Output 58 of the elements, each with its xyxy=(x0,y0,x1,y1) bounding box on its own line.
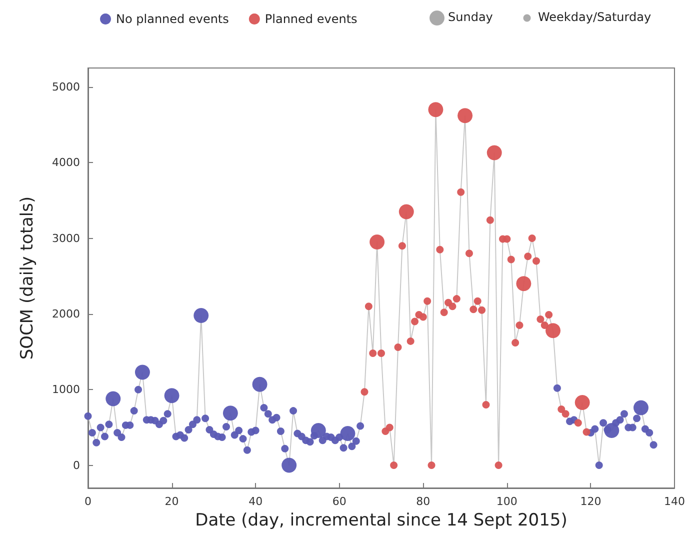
point xyxy=(369,350,377,358)
point xyxy=(507,256,515,264)
y-tick-label: 3000 xyxy=(52,232,80,245)
x-tick-label: 0 xyxy=(84,495,92,508)
point xyxy=(457,188,465,196)
y-tick-label: 1000 xyxy=(52,383,80,396)
point xyxy=(524,252,532,260)
point xyxy=(582,428,590,436)
point xyxy=(574,419,582,427)
legend-label: Planned events xyxy=(264,12,358,26)
x-tick-label: 40 xyxy=(248,495,263,508)
y-tick-label: 4000 xyxy=(52,156,80,170)
point xyxy=(532,257,540,265)
point xyxy=(558,406,566,414)
point xyxy=(390,462,398,470)
point xyxy=(448,302,456,310)
point xyxy=(436,246,444,254)
point xyxy=(512,338,520,346)
point xyxy=(482,401,490,409)
point xyxy=(424,297,432,305)
point xyxy=(536,315,544,323)
point xyxy=(503,235,511,243)
point xyxy=(528,234,536,242)
point xyxy=(398,242,406,250)
point xyxy=(360,388,368,396)
point xyxy=(494,462,502,470)
point xyxy=(474,297,482,305)
x-tick-label: 120 xyxy=(580,495,602,508)
point xyxy=(411,318,419,326)
point xyxy=(419,313,427,321)
point xyxy=(545,310,553,318)
point xyxy=(516,322,524,330)
legend-label: No planned events xyxy=(116,12,229,26)
point xyxy=(364,302,372,310)
point xyxy=(465,250,473,258)
point xyxy=(406,337,414,345)
point xyxy=(394,343,402,351)
y-tick-label: 0 xyxy=(73,458,80,472)
point xyxy=(428,462,436,470)
y-axis-title: SOCM (daily totals) xyxy=(18,196,38,360)
point xyxy=(470,306,478,314)
y-tick-label: 5000 xyxy=(52,80,80,94)
x-tick-label: 60 xyxy=(332,495,346,508)
x-tick-label: 20 xyxy=(164,495,179,508)
legend-label: Weekday/Saturday xyxy=(538,10,652,24)
point xyxy=(478,306,486,314)
legend-label: Sunday xyxy=(448,10,493,24)
x-tick-label: 80 xyxy=(416,495,430,508)
point xyxy=(378,350,385,358)
x-tick-label: 100 xyxy=(496,495,518,508)
y-tick-label: 2000 xyxy=(52,307,80,320)
point xyxy=(486,216,494,224)
point xyxy=(386,424,394,432)
point xyxy=(440,308,448,316)
x-axis-title: Date (day, incremental since 14 Sept 2015) xyxy=(195,510,568,530)
x-tick-label: 140 xyxy=(664,495,685,508)
point xyxy=(452,295,460,303)
point xyxy=(562,410,570,418)
